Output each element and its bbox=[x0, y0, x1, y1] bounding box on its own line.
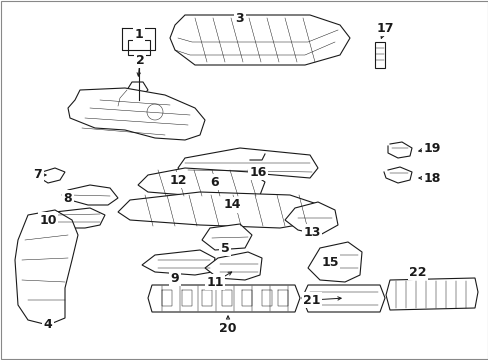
Text: 5: 5 bbox=[220, 242, 229, 255]
Text: 6: 6 bbox=[210, 175, 219, 189]
Text: 4: 4 bbox=[43, 319, 52, 332]
Polygon shape bbox=[148, 285, 299, 312]
Text: 2: 2 bbox=[135, 54, 144, 67]
Polygon shape bbox=[307, 242, 361, 282]
Polygon shape bbox=[128, 40, 150, 55]
Polygon shape bbox=[374, 42, 384, 68]
Polygon shape bbox=[138, 168, 264, 198]
Text: 19: 19 bbox=[423, 141, 440, 154]
Polygon shape bbox=[127, 82, 148, 95]
Text: 11: 11 bbox=[206, 275, 224, 288]
Text: 13: 13 bbox=[303, 225, 320, 238]
Text: 12: 12 bbox=[169, 174, 186, 186]
Text: 17: 17 bbox=[375, 22, 393, 35]
Text: 10: 10 bbox=[39, 213, 57, 226]
Text: 9: 9 bbox=[170, 271, 179, 284]
Polygon shape bbox=[178, 148, 317, 178]
Polygon shape bbox=[45, 208, 105, 228]
Text: 22: 22 bbox=[408, 266, 426, 279]
Polygon shape bbox=[62, 185, 118, 205]
Text: 15: 15 bbox=[321, 256, 338, 269]
Text: 16: 16 bbox=[249, 166, 266, 179]
Polygon shape bbox=[40, 168, 65, 183]
Polygon shape bbox=[142, 250, 215, 275]
Text: 20: 20 bbox=[219, 321, 236, 334]
Text: 3: 3 bbox=[235, 12, 244, 24]
Polygon shape bbox=[285, 202, 337, 235]
Text: 21: 21 bbox=[303, 293, 320, 306]
Polygon shape bbox=[202, 224, 251, 250]
Polygon shape bbox=[15, 210, 78, 325]
Polygon shape bbox=[170, 15, 349, 65]
Polygon shape bbox=[204, 252, 262, 280]
Polygon shape bbox=[118, 192, 319, 228]
Text: 1: 1 bbox=[134, 28, 143, 41]
Text: 14: 14 bbox=[223, 198, 240, 211]
Text: 7: 7 bbox=[34, 168, 42, 181]
Text: 18: 18 bbox=[423, 171, 440, 184]
Polygon shape bbox=[385, 278, 477, 310]
Text: 8: 8 bbox=[63, 192, 72, 204]
Polygon shape bbox=[302, 285, 384, 312]
Polygon shape bbox=[68, 88, 204, 140]
